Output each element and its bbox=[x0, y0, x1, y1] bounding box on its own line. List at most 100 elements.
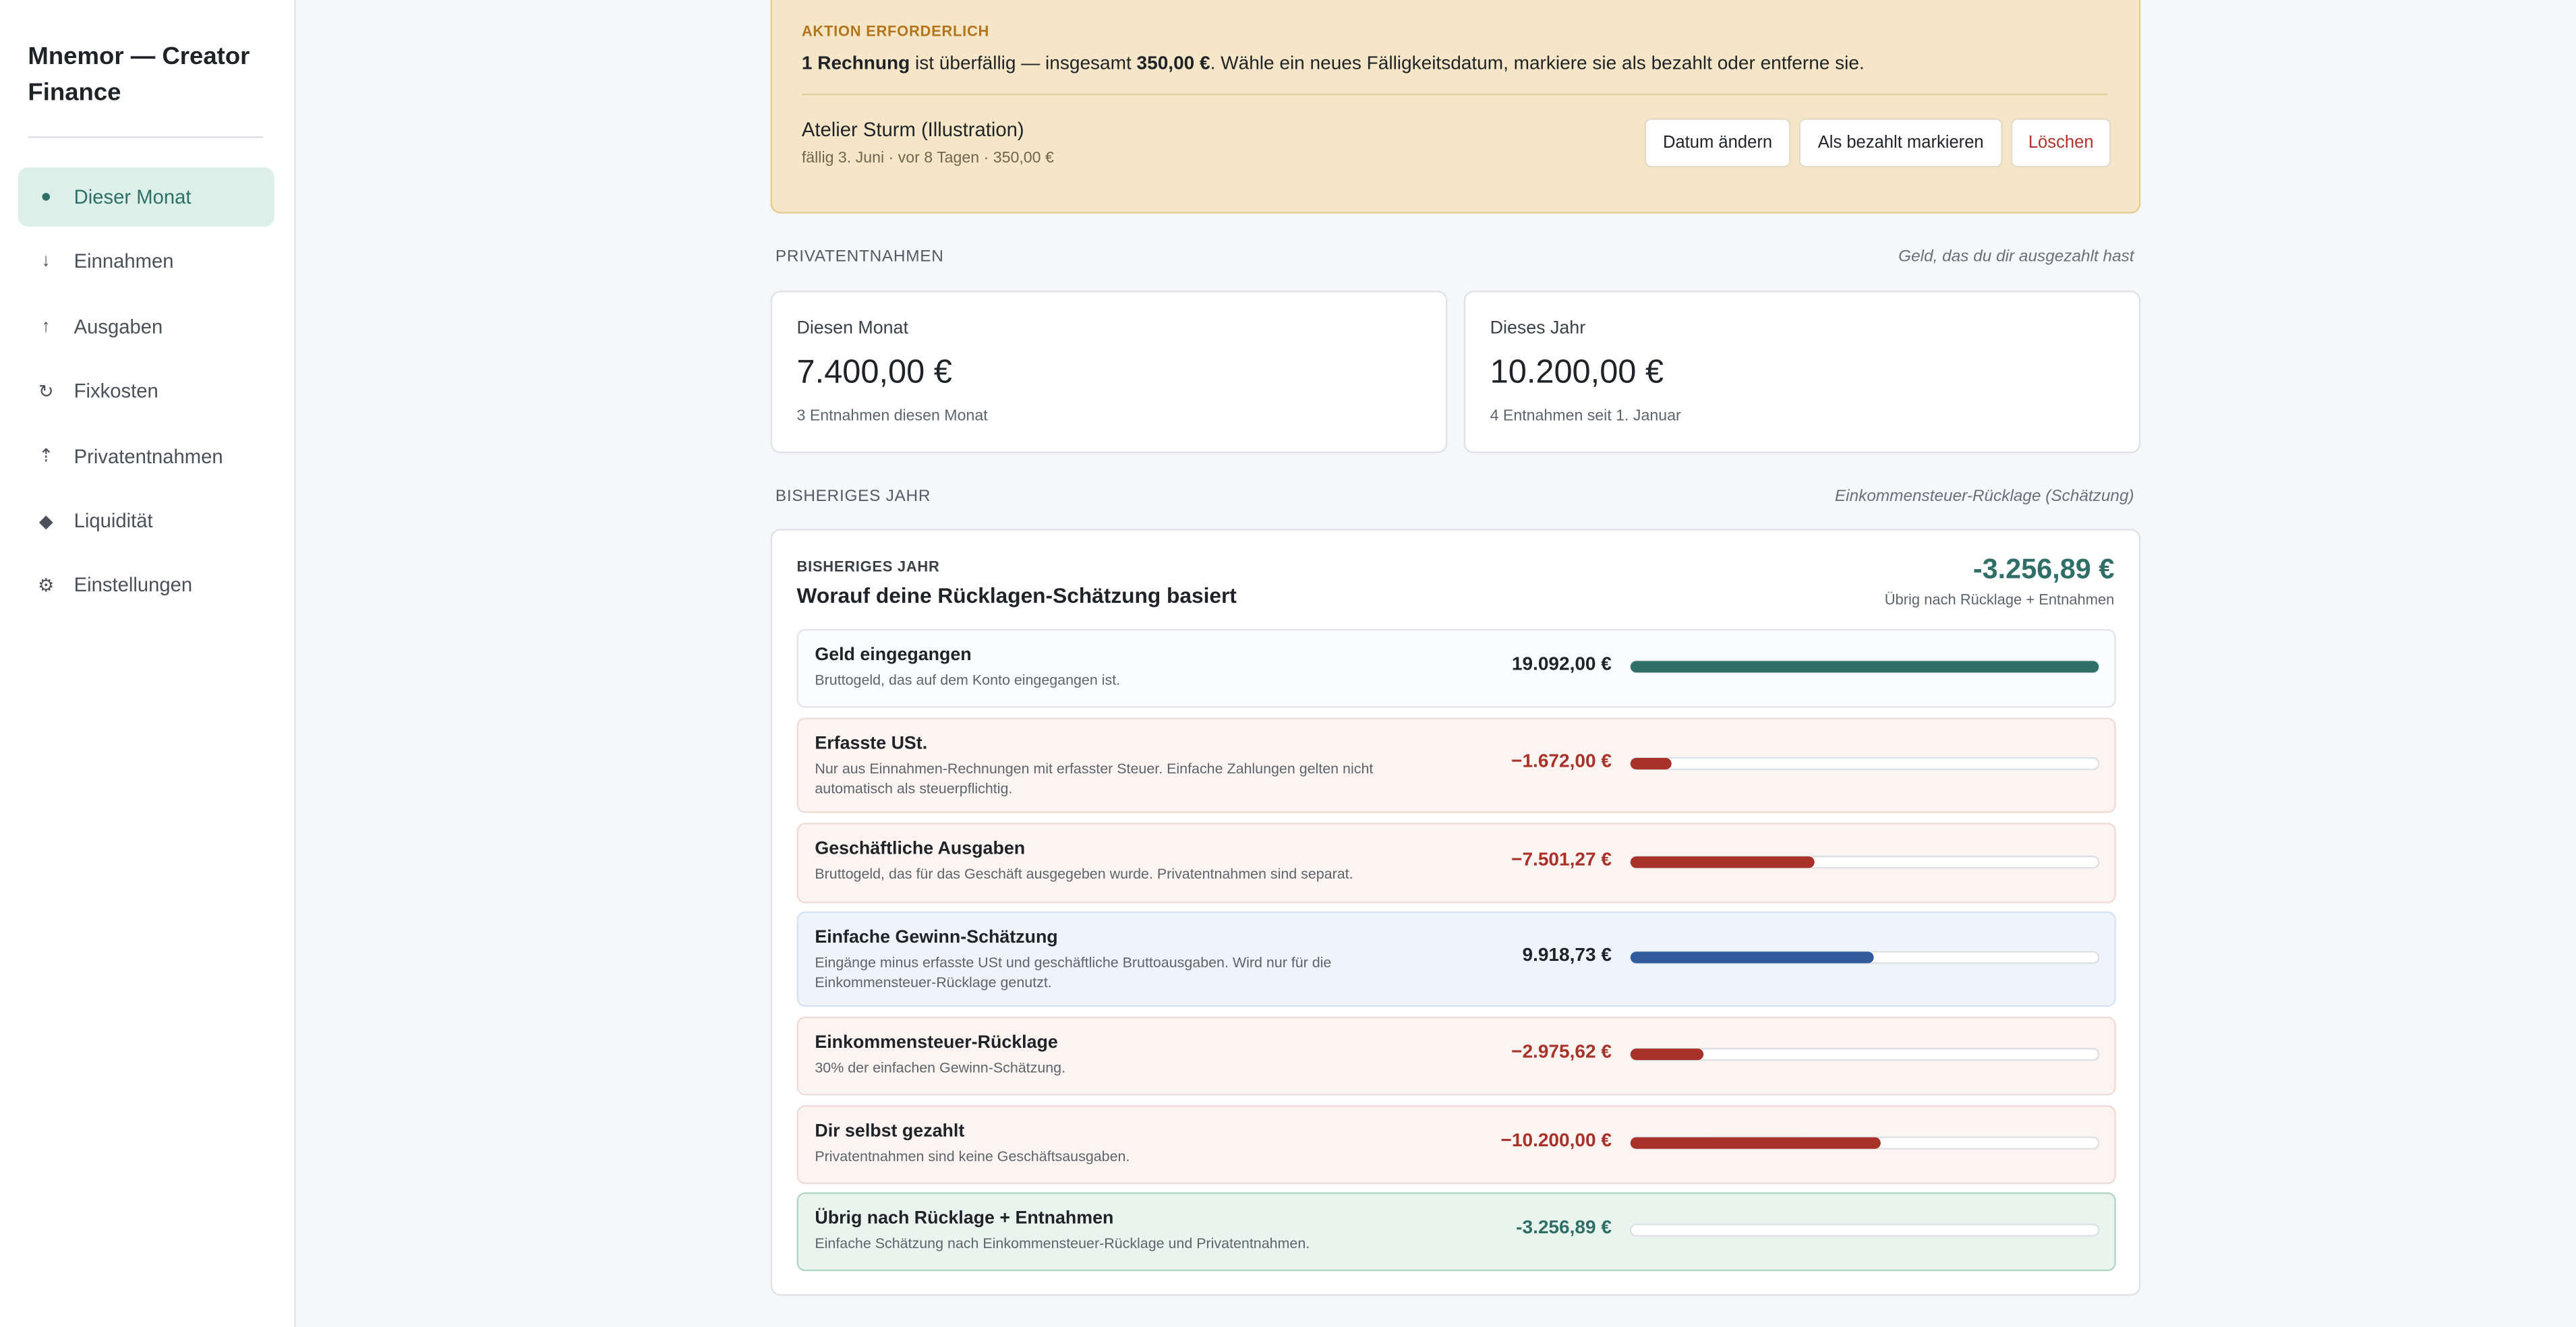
nav-item[interactable]: ↻ Fixkosten bbox=[18, 361, 274, 421]
nav-label: Privatentnahmen bbox=[74, 444, 223, 468]
nav-icon: ↻ bbox=[38, 382, 54, 402]
invoice-name: Atelier Sturm (Illustration) bbox=[801, 118, 1024, 142]
count: 1 Rechnung bbox=[801, 54, 910, 74]
nav-label: Ausgaben bbox=[74, 315, 163, 338]
nav-item[interactable]: ● Dieser Monat bbox=[18, 167, 274, 227]
stat-value: 7.400,00 € bbox=[796, 355, 952, 391]
nav-item[interactable]: ⇡ Privatentnahmen bbox=[18, 426, 274, 485]
row-desc: Bruttogeld, das auf dem Konto eingegange… bbox=[815, 672, 1121, 688]
stat-label: Dieses Jahr bbox=[1490, 318, 1586, 338]
separator bbox=[28, 136, 263, 138]
bar-track bbox=[1629, 757, 2100, 771]
nav-label: Dieser Monat bbox=[74, 185, 192, 209]
breakdown-row: Einfache Gewinn-Schätzung Eingänge minus … bbox=[796, 911, 2116, 1007]
alert-kicker: AKTION ERFORDERLICH bbox=[801, 23, 990, 40]
alert: AKTION ERFORDERLICH 1 Rechnung ist überf… bbox=[770, 0, 2141, 214]
section-note: Einkommensteuer-Rücklage (Schätzung) bbox=[1834, 488, 2134, 506]
row-amount: 19.092,00 € bbox=[1511, 655, 1612, 676]
bar-chart bbox=[1629, 660, 2100, 674]
bar-chart bbox=[1629, 757, 2100, 771]
stat-label: Diesen Monat bbox=[796, 318, 908, 338]
breakdown-row: Dir selbst gezahlt Privatentnahmen sind k… bbox=[796, 1105, 2116, 1185]
stat-sub: 4 Entnahmen seit 1. Januar bbox=[1490, 407, 1681, 425]
nav-icon: ● bbox=[40, 187, 52, 207]
bar-track bbox=[1629, 1047, 2100, 1061]
panel: BISHERIGES JAHR Worauf deine Rücklagen-S… bbox=[770, 529, 2141, 1296]
row-label: Geschäftliche Ausgaben bbox=[815, 839, 1026, 859]
nav-icon: ⇡ bbox=[38, 446, 54, 467]
breakdown-row: Erfasste USt. Nur aus Einnahmen-Rechnunge… bbox=[796, 717, 2116, 813]
bar bbox=[1630, 1137, 1881, 1149]
breakdown-row: Übrig nach Rücklage + Entnahmen Einfache … bbox=[796, 1192, 2116, 1272]
nav-item[interactable]: ⚙ Einstellungen bbox=[18, 556, 274, 615]
total: 350,00 € bbox=[1136, 54, 1210, 74]
bar-chart bbox=[1629, 854, 2100, 868]
breakdown-row: Geld eingegangen Bruttogeld, das auf dem … bbox=[796, 628, 2116, 708]
row-amount: −10.200,00 € bbox=[1500, 1131, 1612, 1152]
nav-icon: ◆ bbox=[38, 511, 53, 531]
row-desc: Eingänge minus erfasste USt und geschäft… bbox=[815, 954, 1332, 990]
bar-chart bbox=[1629, 1136, 2100, 1150]
bar bbox=[1630, 661, 2099, 673]
nav-item[interactable]: ↓ Einnahmen bbox=[18, 232, 274, 291]
row-desc: 30% der einfachen Gewinn-Schätzung. bbox=[815, 1059, 1066, 1076]
app-title: Mnemor — Creator Finance bbox=[28, 42, 250, 107]
t: . Wähle ein neues Fälligkeitsdatum, mark… bbox=[1210, 54, 1865, 74]
row-desc: Nur aus Einnahmen-Rechnungen mit erfasst… bbox=[815, 760, 1374, 796]
bar-track bbox=[1629, 1223, 2100, 1237]
row-amount: −1.672,00 € bbox=[1511, 752, 1612, 772]
panel-title: Worauf deine Rücklagen-Schätzung basiert bbox=[796, 583, 1237, 608]
alert-text: 1 Rechnung ist überfällig — insgesamt 35… bbox=[802, 54, 1865, 73]
nav-label: Einstellungen bbox=[74, 573, 193, 597]
nav-label: Liquidität bbox=[74, 509, 153, 533]
panel-kicker: BISHERIGES JAHR bbox=[796, 558, 940, 575]
stat-card: Dieses Jahr 10.200,00 € 4 Entnahmen seit 1… bbox=[1463, 291, 2141, 454]
stat-card: Diesen Monat 7.400,00 € 3 Entnahmen diesen… bbox=[770, 291, 1448, 454]
bar bbox=[1630, 758, 1672, 770]
row-label: Einkommensteuer-Rücklage bbox=[815, 1032, 1058, 1053]
result: -3.256,89 € bbox=[1972, 553, 2115, 585]
row-amount: -3.256,89 € bbox=[1516, 1218, 1612, 1239]
bar-chart bbox=[1629, 1223, 2100, 1237]
invoice-meta: fällig 3. Juni · vor 8 Tagen · 350,00 € bbox=[801, 149, 1054, 168]
button[interactable]: Datum ändern bbox=[1644, 118, 1791, 168]
nav-icon: ↑ bbox=[41, 316, 51, 336]
section-heading: BISHERIGES JAHR bbox=[775, 488, 931, 506]
bar-chart bbox=[1629, 951, 2100, 964]
sidebar: Mnemor — Creator Finance ● Dieser Monat ↓ E… bbox=[0, 0, 296, 1327]
row-label: Übrig nach Rücklage + Entnahmen bbox=[815, 1208, 1114, 1229]
divider bbox=[801, 93, 2108, 96]
bar bbox=[1630, 951, 1874, 964]
button[interactable]: Als bezahlt markieren bbox=[1798, 118, 2003, 168]
row-label: Erfasste USt. bbox=[815, 734, 928, 754]
row-label: Einfache Gewinn-Schätzung bbox=[815, 928, 1058, 948]
section-note: Geld, das du dir ausgezahlt hast bbox=[1898, 247, 2134, 266]
nav-item[interactable]: ↑ Ausgaben bbox=[18, 297, 274, 356]
t: ist überfällig — insgesamt bbox=[910, 54, 1137, 74]
nav-item[interactable]: ◆ Liquidität bbox=[18, 491, 274, 550]
bar bbox=[1630, 855, 1815, 867]
row-amount: −7.501,27 € bbox=[1511, 850, 1612, 870]
nav-label: Fixkosten bbox=[74, 380, 158, 403]
bar-chart bbox=[1629, 1047, 2100, 1061]
row-amount: 9.918,73 € bbox=[1522, 945, 1612, 966]
row-desc: Bruttogeld, das für das Geschäft ausgege… bbox=[815, 865, 1353, 882]
breakdown-row: Einkommensteuer-Rücklage 30% der einfache… bbox=[796, 1016, 2116, 1096]
row-label: Geld eingegangen bbox=[815, 645, 972, 666]
row-amount: −2.975,62 € bbox=[1511, 1042, 1612, 1063]
breakdown-row: Geschäftliche Ausgaben Bruttogeld, das fü… bbox=[796, 823, 2116, 904]
stat-sub: 3 Entnahmen diesen Monat bbox=[796, 407, 988, 425]
result-sub: Übrig nach Rücklage + Entnahmen bbox=[1884, 591, 2115, 608]
stat-value: 10.200,00 € bbox=[1490, 355, 1664, 391]
nav-icon: ⚙ bbox=[38, 576, 55, 596]
nav-label: Einnahmen bbox=[74, 250, 174, 274]
row-desc: Einfache Schätzung nach Einkommensteuer-… bbox=[815, 1235, 1310, 1251]
section-heading: PRIVATENTNAHMEN bbox=[775, 247, 944, 266]
nav-icon: ↓ bbox=[41, 252, 51, 272]
bar bbox=[1630, 1049, 1704, 1061]
row-label: Dir selbst gezahlt bbox=[815, 1121, 965, 1142]
button[interactable]: Löschen bbox=[2010, 118, 2111, 168]
row-desc: Privatentnahmen sind keine Geschäftsausg… bbox=[815, 1148, 1130, 1164]
